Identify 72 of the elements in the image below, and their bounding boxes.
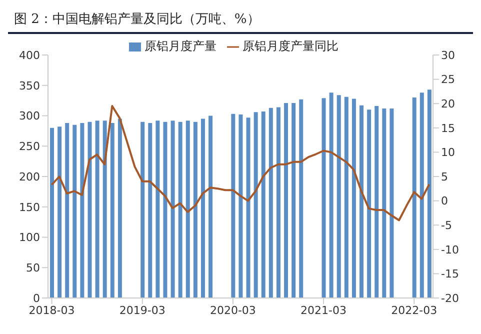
y2-tick-label: 15 — [441, 122, 455, 135]
bar — [367, 110, 372, 298]
bar — [65, 123, 70, 298]
y2-tick-label: -20 — [441, 292, 459, 305]
bar — [156, 120, 160, 298]
bar — [238, 114, 243, 298]
bar — [292, 102, 296, 298]
x-tick-label: 2022-03 — [391, 304, 438, 317]
bar — [336, 95, 341, 298]
bar — [193, 122, 198, 298]
bar — [58, 126, 62, 298]
bar — [284, 102, 288, 298]
bar — [374, 106, 379, 298]
y2-tick-label: 5 — [441, 170, 448, 184]
bar — [200, 118, 205, 298]
y-tick-label: 200 — [19, 170, 40, 184]
bar — [88, 122, 92, 298]
bar — [110, 123, 114, 298]
chart-title: 图 2：中国电解铝产量及同比（万吨、%） — [8, 8, 473, 34]
bar — [170, 120, 175, 298]
y-tick-label: 250 — [19, 140, 40, 154]
y-tick-label: 300 — [19, 110, 40, 123]
bar — [140, 122, 145, 298]
bar — [118, 118, 122, 298]
bar — [261, 112, 266, 298]
bar — [427, 90, 432, 298]
y-tick-label: 50 — [26, 262, 40, 275]
x-tick-label: 2020-03 — [210, 304, 256, 317]
y2-tick-label: 0 — [441, 194, 448, 208]
bar — [268, 108, 273, 298]
bar — [382, 108, 386, 298]
bar — [344, 96, 348, 298]
bar — [80, 123, 84, 298]
bar — [420, 92, 424, 298]
y-tick-label: 350 — [19, 79, 40, 92]
bar — [246, 118, 250, 298]
bar — [276, 107, 280, 298]
bar — [163, 122, 168, 298]
bar — [352, 98, 356, 298]
y-tick-label: 150 — [19, 200, 40, 214]
y2-tick-label: 25 — [441, 73, 455, 86]
y-tick-label: 0 — [33, 292, 40, 305]
bar — [186, 120, 190, 298]
bar — [72, 124, 77, 298]
legend-label: 原铝月度产量 — [144, 39, 216, 53]
y2-tick-label: 20 — [441, 98, 455, 111]
y2-tick-label: -5 — [441, 219, 452, 232]
x-tick-label: 2019-03 — [119, 304, 166, 317]
bar — [254, 112, 258, 298]
bar — [329, 92, 334, 298]
bar — [208, 116, 213, 298]
y2-tick-label: -15 — [441, 268, 459, 281]
bar — [95, 120, 100, 298]
legend-label: 原铝月度产量同比 — [242, 39, 338, 53]
bar — [50, 128, 54, 298]
bar — [360, 105, 364, 298]
bar — [412, 98, 416, 298]
bar — [102, 120, 107, 298]
bar — [178, 122, 182, 298]
bar — [231, 114, 236, 298]
y2-tick-label: 30 — [441, 48, 455, 62]
bar — [322, 98, 326, 298]
bar — [390, 108, 394, 298]
y-tick-label: 100 — [19, 231, 40, 244]
x-tick-label: 2018-03 — [28, 304, 75, 317]
bar — [148, 123, 152, 298]
x-tick-label: 2021-03 — [300, 304, 347, 317]
y2-tick-label: -10 — [441, 243, 459, 256]
bar — [299, 99, 304, 298]
y-tick-label: 400 — [19, 48, 40, 62]
line-series — [50, 105, 430, 222]
y2-tick-label: 10 — [441, 146, 455, 160]
